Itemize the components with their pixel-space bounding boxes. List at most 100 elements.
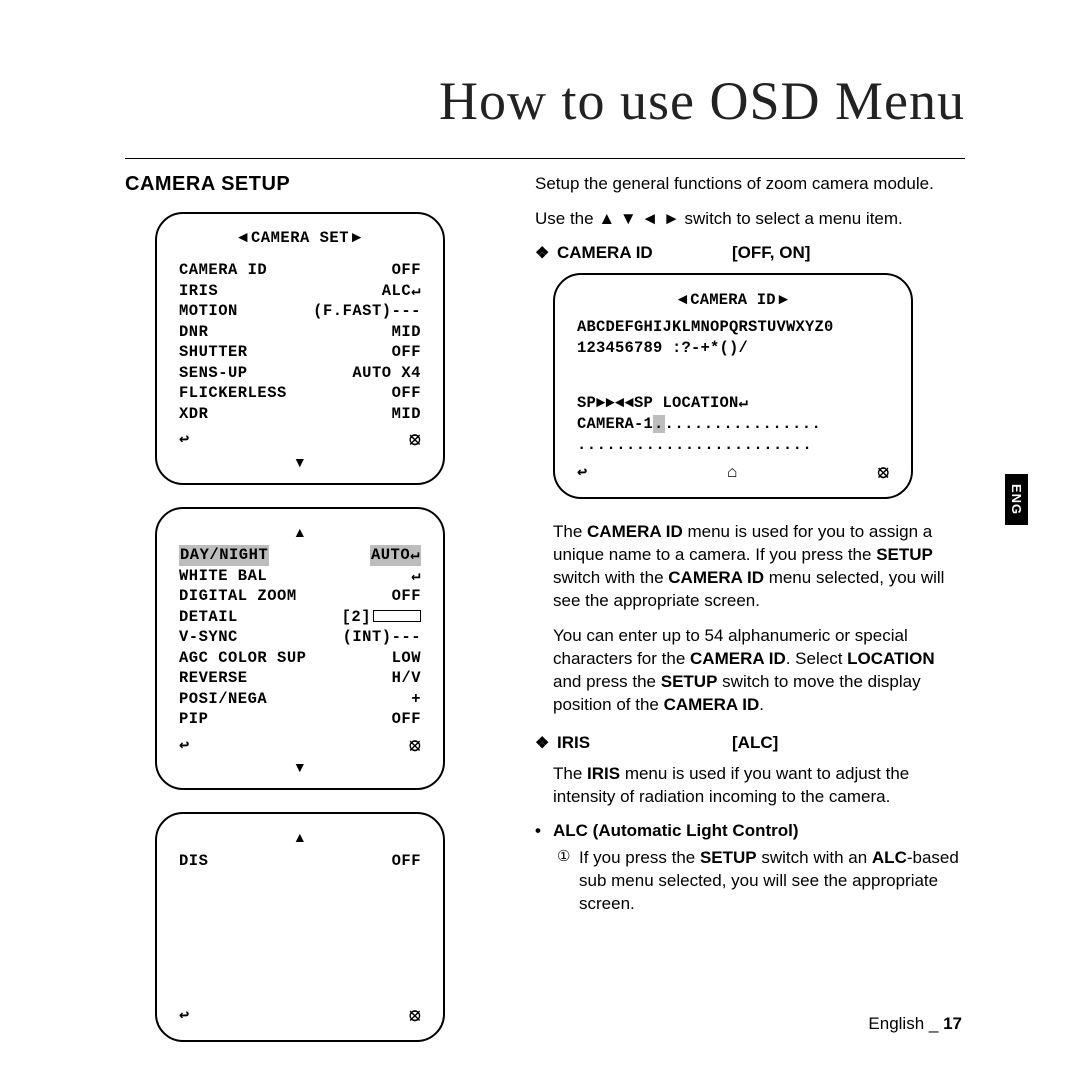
osd-value: ↵ [411, 566, 421, 586]
columns: CAMERA SETUP ◄CAMERA SET► CAMERA IDOFF I… [125, 173, 965, 1064]
osd-row: XDRMID [179, 404, 421, 424]
text: switch with an [757, 848, 872, 867]
text-bold: LOCATION [847, 649, 935, 668]
text: switch to select a menu item. [680, 209, 903, 228]
bullet-icon: • [535, 821, 553, 841]
osd-footer: ↩ ⦻ [179, 1006, 421, 1028]
osd-row: MOTION(F.FAST)--- [179, 301, 421, 321]
cursor-icon: . [653, 415, 665, 433]
setting-value: [ALC] [732, 733, 778, 753]
name-row: CAMERA-1................. [577, 414, 889, 435]
setting-iris: ❖ IRIS [ALC] [535, 733, 965, 753]
osd-label: XDR [179, 404, 208, 424]
osd-title: ◄CAMERA SET► [179, 228, 421, 248]
osd-value-text: [2] [342, 608, 371, 626]
text: and press the [553, 672, 661, 691]
osd-value: OFF [392, 586, 421, 606]
osd-row: V-SYNC(INT)--- [179, 627, 421, 647]
osd-value: [2] [342, 607, 421, 627]
osd-value: OFF [392, 383, 421, 403]
back-icon: ↩ [179, 430, 190, 452]
setting-name: IRIS [557, 733, 732, 753]
osd-label: DETAIL [179, 607, 238, 627]
osd-row: IRIS ALC↵ [179, 281, 421, 301]
osd-label: DNR [179, 322, 208, 342]
osd-row: DETAIL [2] [179, 607, 421, 627]
osd-value: OFF [392, 342, 421, 362]
osd-label: AGC COLOR SUP [179, 648, 306, 668]
osd-box-page3: ▲ DISOFF ↩ ⦻ [155, 812, 445, 1042]
circled-1-icon: ① [557, 847, 579, 916]
osd-value: + [411, 689, 421, 709]
osd-label: PIP [179, 709, 208, 729]
osd-row: CAMERA ID OFF [179, 260, 421, 280]
arrow-up-icon: ▲ [179, 828, 421, 846]
text-bold: CAMERA ID [668, 568, 764, 587]
dot-fill-2: ........................ [577, 435, 889, 456]
osd-label: SHUTTER [179, 342, 248, 362]
osd-value: LOW [392, 648, 421, 668]
osd-label: FLICKERLESS [179, 383, 287, 403]
char-row-1: ABCDEFGHIJKLMNOPQRSTUVWXYZ0 [577, 317, 889, 338]
osd-label: REVERSE [179, 668, 248, 688]
osd-box-camera-id: ◄CAMERA ID► ABCDEFGHIJKLMNOPQRSTUVWXYZ0 … [553, 273, 913, 500]
text-bold: IRIS [587, 764, 620, 783]
triangle-right-icon: ► [349, 229, 365, 246]
osd-row: POSI/NEGA + [179, 689, 421, 709]
text-bold: SETUP [661, 672, 718, 691]
osd-title-text: CAMERA SET [251, 229, 349, 247]
diamond-icon: ❖ [535, 733, 557, 753]
char-row-2: 123456789 :?-+*()/ [577, 338, 889, 359]
language-tab: ENG [1005, 474, 1028, 525]
osd-value: (INT)--- [343, 627, 421, 647]
osd-label: CAMERA ID [179, 260, 267, 280]
stop-right-icon: ► [776, 291, 792, 308]
osd-row: AGC COLOR SUP LOW [179, 648, 421, 668]
osd-value: (F.FAST)--- [313, 301, 421, 321]
setting-value: [OFF, ON] [732, 243, 810, 263]
diamond-icon: ❖ [535, 243, 557, 263]
subhead-text: ALC (Automatic Light Control) [553, 821, 799, 840]
intro-2: Use the ▲ ▼ ◄ ► switch to select a menu … [535, 208, 965, 231]
arrow-keys-icon: ▲ ▼ ◄ ► [598, 209, 679, 228]
osd-row: DIGITAL ZOOM OFF [179, 586, 421, 606]
footer-lang: English [868, 1014, 928, 1033]
left-column: CAMERA SETUP ◄CAMERA SET► CAMERA IDOFF I… [125, 173, 485, 1064]
dot-fill: ................ [665, 415, 822, 433]
title-rule [125, 158, 965, 159]
osd-value: OFF [392, 260, 421, 280]
home-icon: ⌂ [727, 462, 737, 485]
text-bold: ALC [872, 848, 907, 867]
osd-label: SENS-UP [179, 363, 248, 383]
back-icon: ↩ [179, 736, 190, 758]
text: The [553, 764, 587, 783]
camera-id-para-2: You can enter up to 54 alphanumeric or s… [553, 625, 965, 717]
osd-value: AUTO X4 [352, 363, 421, 383]
close-icon: ⦻ [409, 430, 421, 452]
arrow-down-icon: ▼ [179, 758, 421, 776]
numbered-item-1: ① If you press the SETUP switch with an … [557, 847, 965, 916]
text: The [553, 522, 587, 541]
setting-camera-id: ❖ CAMERA ID [OFF, ON] [535, 243, 965, 263]
osd-value: ALC↵ [382, 281, 421, 301]
text: . [759, 695, 764, 714]
osd-value: OFF [392, 851, 421, 871]
text-bold: CAMERA ID [664, 695, 760, 714]
numbered-text: If you press the SETUP switch with an AL… [579, 847, 965, 916]
close-icon: ⦻ [878, 462, 889, 485]
osd-label: DIGITAL ZOOM [179, 586, 297, 606]
text: Use the [535, 209, 598, 228]
sp-location-row: SP►►◄◄SP LOCATION↵ [577, 393, 889, 414]
osd-value: OFF [392, 709, 421, 729]
osd-label: POSI/NEGA [179, 689, 267, 709]
osd-footer: ↩ ⦻ [179, 430, 421, 452]
osd-footer: ↩ ⌂ ⦻ [577, 462, 889, 485]
osd-label: IRIS [179, 281, 218, 301]
triangle-left-icon: ◄ [235, 229, 251, 246]
arrow-down-icon: ▼ [179, 453, 421, 471]
osd-title-text: CAMERA ID [690, 291, 776, 309]
back-icon: ↩ [179, 1006, 190, 1028]
iris-para: The IRIS menu is used if you want to adj… [553, 763, 965, 809]
osd-row: SHUTTER OFF [179, 342, 421, 362]
page-title: How to use OSD Menu [125, 70, 965, 140]
